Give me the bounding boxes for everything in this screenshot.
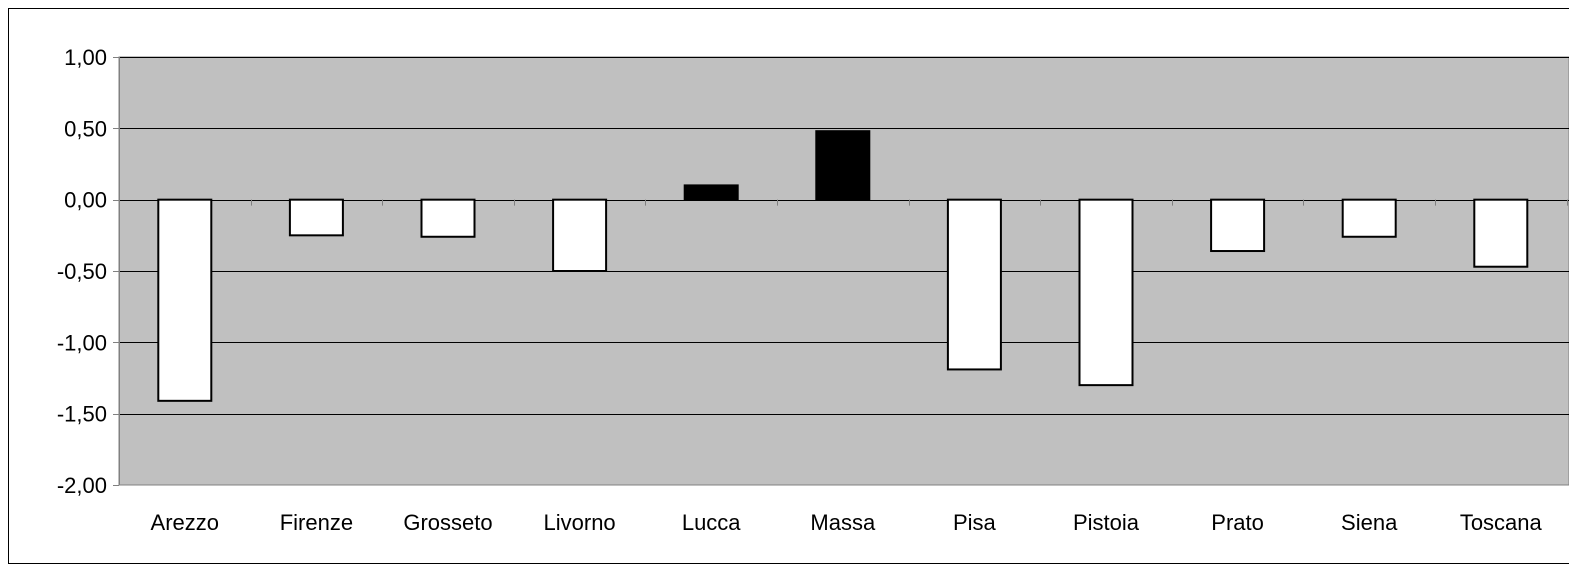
y-tick-labels: 1,00 0,50 0,00 -0,50 -1,00 -1,50 -2,00 xyxy=(57,45,107,498)
bar-pisa xyxy=(946,198,1002,371)
x-tick-label: Massa xyxy=(810,510,876,535)
y-axis xyxy=(113,57,120,486)
bar-firenze xyxy=(288,198,344,237)
bar-massa xyxy=(815,130,871,201)
y-tick-label: 0,00 xyxy=(64,188,107,213)
bar-livorno xyxy=(552,198,608,273)
bar-toscana xyxy=(1473,198,1529,268)
x-tick-label: Siena xyxy=(1341,510,1398,535)
bar-lucca xyxy=(683,184,739,201)
x-tick-label: Arezzo xyxy=(151,510,219,535)
x-tick-label: Prato xyxy=(1211,510,1264,535)
bars xyxy=(157,130,1529,402)
x-tick-label: Toscana xyxy=(1460,510,1543,535)
y-tick-label: 1,00 xyxy=(64,45,107,70)
bar-grosseto xyxy=(420,198,476,238)
x-tick-labels: Arezzo Firenze Grosseto Livorno Lucca Massa Pi… xyxy=(151,510,1543,535)
x-tick-label: Pisa xyxy=(953,510,997,535)
y-tick-label: -1,00 xyxy=(57,330,107,355)
bar-prato xyxy=(1210,198,1266,253)
y-tick-label: 0,50 xyxy=(64,116,107,141)
bar-pistoia xyxy=(1078,198,1134,387)
x-tick-label: Livorno xyxy=(544,510,616,535)
y-tick-label: -0,50 xyxy=(57,259,107,284)
x-tick-label: Firenze xyxy=(280,510,353,535)
y-tick-label: -2,00 xyxy=(57,473,107,498)
bar-arezzo xyxy=(157,198,213,402)
x-tick-label: Grosseto xyxy=(403,510,492,535)
x-tick-label: Pistoia xyxy=(1073,510,1140,535)
y-tick-label: -1,50 xyxy=(57,402,107,427)
bar-siena xyxy=(1341,198,1397,238)
x-tick-label: Lucca xyxy=(682,510,741,535)
